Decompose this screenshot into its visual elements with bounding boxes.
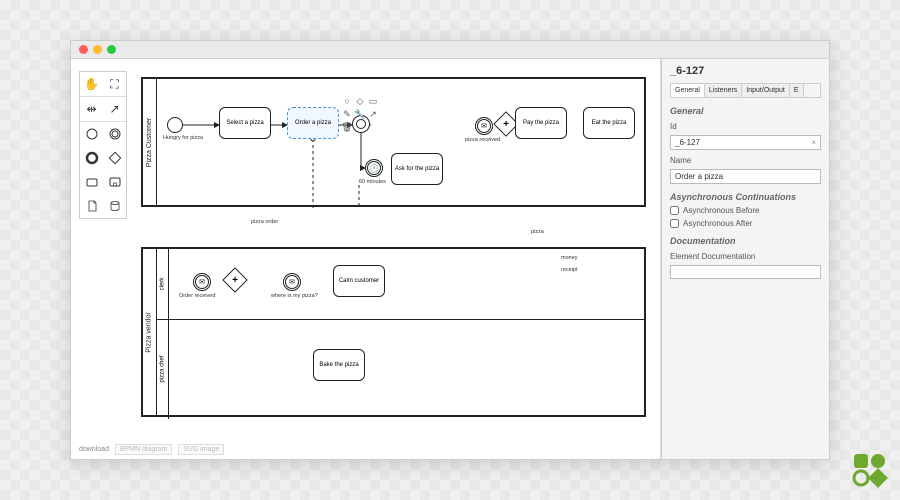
context-pad: ○ ◇ ▭ ✎ 🔧 ↗ 🗑 <box>341 95 379 133</box>
start-event-tool[interactable] <box>80 122 103 146</box>
space-tool[interactable]: ⇹ <box>80 97 103 121</box>
close-dot[interactable] <box>79 45 88 54</box>
properties-panel: _6-127 General Listeners Input/Output E … <box>661 59 829 459</box>
task-calm-customer[interactable]: Calm customer <box>333 265 385 297</box>
doc-label: Element Documentation <box>670 252 821 261</box>
app-window: ✋ ⛶ ⇹ ↗ Pizza Customer Pizza vendor cler… <box>70 40 830 460</box>
download-bar: download BPMN diagram SVG image <box>79 444 224 455</box>
flow-label: pizza order <box>251 219 278 225</box>
message-event[interactable]: ✉ <box>193 273 211 291</box>
pad-gateway-icon[interactable]: ◇ <box>354 95 366 107</box>
tab-general[interactable]: General <box>671 84 705 97</box>
section-async: Asynchronous Continuations <box>670 192 821 202</box>
panel-title: _6-127 <box>670 65 821 77</box>
name-label: Name <box>670 156 821 165</box>
titlebar <box>71 41 829 59</box>
traffic-lights <box>79 45 116 54</box>
bpmn-io-logo-icon <box>852 452 888 488</box>
async-before-checkbox[interactable]: Asynchronous Before <box>670 206 821 215</box>
download-label: download <box>79 446 109 453</box>
subprocess-tool[interactable] <box>103 170 126 194</box>
section-doc: Documentation <box>670 236 821 246</box>
timer-event[interactable]: 🕐 <box>365 159 383 177</box>
intermediate-event-tool[interactable] <box>103 122 126 146</box>
event-label: pizza received <box>465 137 500 143</box>
event-label: 60 minutes <box>359 179 386 185</box>
task-eat-pizza[interactable]: Eat the pizza <box>583 107 635 139</box>
id-label: Id <box>670 122 821 131</box>
pad-annotation-icon[interactable]: ✎ <box>341 108 353 120</box>
flow-label: receipt <box>561 267 578 273</box>
lasso-tool[interactable]: ⛶ <box>103 72 126 96</box>
flow-label: pizza <box>531 229 544 235</box>
event-label: where is my pizza? <box>271 293 318 299</box>
hand-tool[interactable]: ✋ <box>80 72 103 96</box>
end-event-tool[interactable] <box>80 146 103 170</box>
message-event[interactable]: ✉ <box>283 273 301 291</box>
section-general: General <box>670 106 821 116</box>
workspace: ✋ ⛶ ⇹ ↗ Pizza Customer Pizza vendor cler… <box>71 59 829 459</box>
pad-append-icon[interactable]: ▭ <box>367 95 379 107</box>
pool-label: Pizza vendor <box>143 249 157 415</box>
tool-palette: ✋ ⛶ ⇹ ↗ <box>79 71 127 219</box>
download-svg-button[interactable]: SVG image <box>178 444 224 455</box>
task-select-pizza[interactable]: Select a pizza <box>219 107 271 139</box>
async-after-checkbox[interactable]: Asynchronous After <box>670 219 821 228</box>
task-order-pizza[interactable]: Order a pizza <box>287 107 339 139</box>
tab-io[interactable]: Input/Output <box>742 84 790 97</box>
diagram-canvas[interactable]: Pizza Customer Pizza vendor clerk pizza … <box>71 59 661 459</box>
task-pay-pizza[interactable]: Pay the pizza <box>515 107 567 139</box>
id-input[interactable]: _6-127 × <box>670 135 821 150</box>
panel-tabs: General Listeners Input/Output E <box>670 83 821 98</box>
gateway-tool[interactable] <box>103 146 126 170</box>
task-ask-pizza[interactable]: Ask for the pizza <box>391 153 443 185</box>
min-dot[interactable] <box>93 45 102 54</box>
pool-label: Pizza Customer <box>143 79 157 205</box>
pad-connect-icon[interactable]: ↗ <box>367 108 379 120</box>
connect-tool[interactable]: ↗ <box>103 97 126 121</box>
message-event[interactable]: ✉ <box>475 117 493 135</box>
max-dot[interactable] <box>107 45 116 54</box>
data-object-tool[interactable] <box>80 194 103 218</box>
name-input[interactable]: Order a pizza <box>670 169 821 184</box>
event-label: Order received <box>179 293 215 299</box>
pad-wrench-icon[interactable]: 🔧 <box>354 108 366 120</box>
pad-event-icon[interactable]: ○ <box>341 95 353 107</box>
clear-icon[interactable]: × <box>811 138 816 147</box>
data-store-tool[interactable] <box>103 194 126 218</box>
tab-listeners[interactable]: Listeners <box>705 84 742 97</box>
event-label: Hungry for pizza <box>163 135 203 141</box>
start-event[interactable] <box>167 117 183 133</box>
lane-clerk: clerk <box>157 249 169 319</box>
lane-chef: pizza chef <box>157 319 169 419</box>
pad-trash-icon[interactable]: 🗑 <box>341 121 353 133</box>
task-bake-pizza[interactable]: Bake the pizza <box>313 349 365 381</box>
tab-more[interactable]: E <box>790 84 804 97</box>
download-bpmn-button[interactable]: BPMN diagram <box>115 444 172 455</box>
task-tool[interactable] <box>80 170 103 194</box>
pool-customer[interactable]: Pizza Customer <box>141 77 646 207</box>
doc-input[interactable] <box>670 265 821 279</box>
flow-label: money <box>561 255 578 261</box>
